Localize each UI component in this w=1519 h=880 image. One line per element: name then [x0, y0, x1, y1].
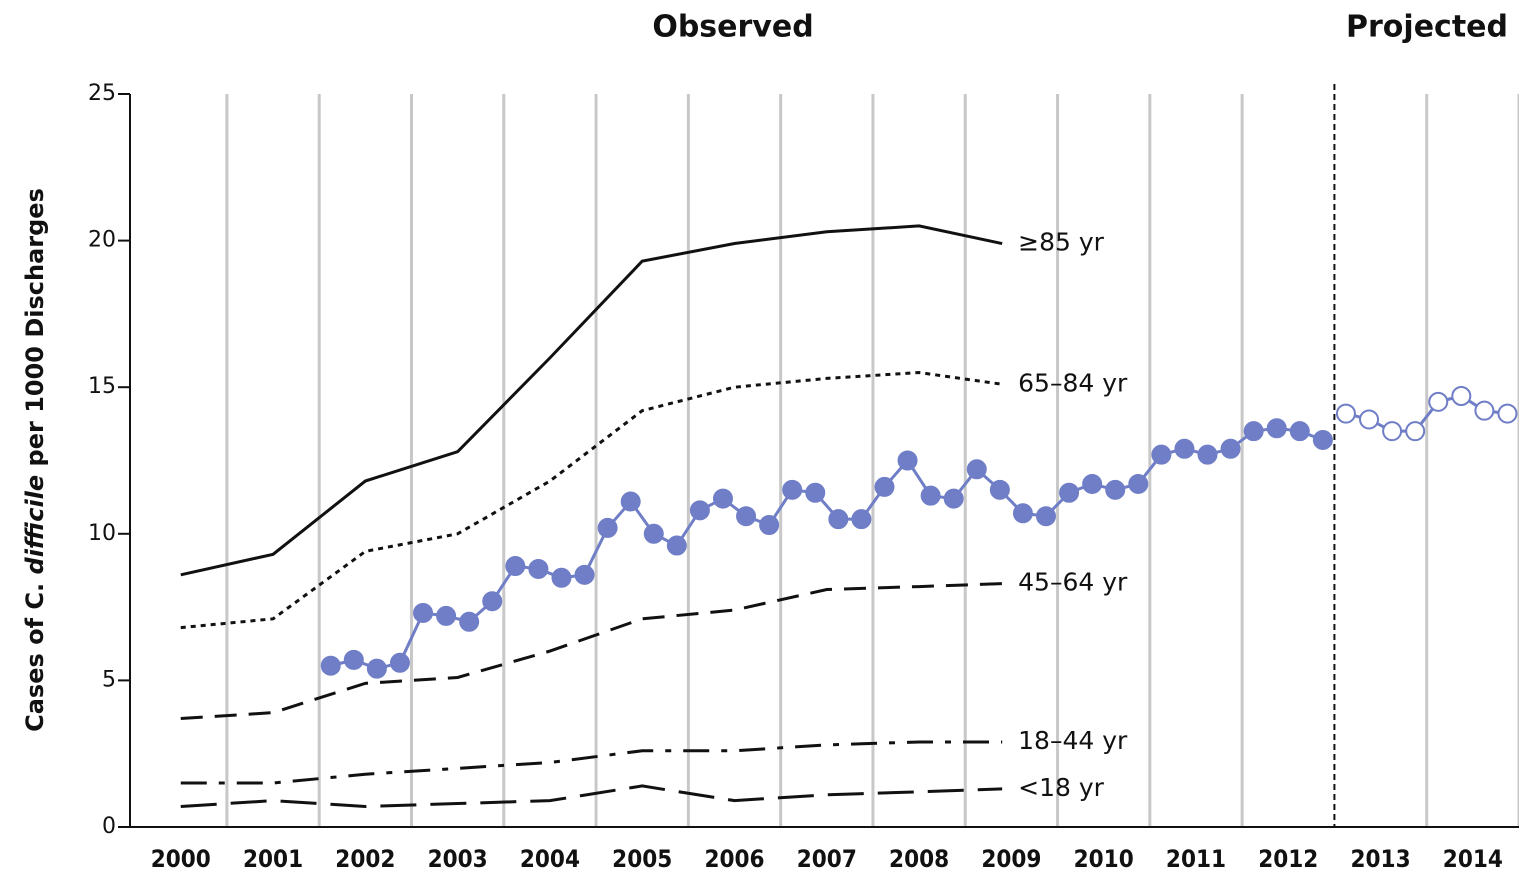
y-tick-label: 20 [88, 228, 116, 253]
data-point [666, 535, 687, 556]
x-tick-label: 2000 [151, 845, 211, 873]
data-point [1105, 479, 1126, 500]
data-point [1405, 421, 1426, 442]
data-point [759, 515, 780, 536]
x-tick-label: 2002 [335, 845, 395, 873]
series-line [180, 371, 1003, 630]
data-point [1197, 444, 1218, 465]
data-point [1266, 418, 1287, 439]
x-tick-label: 2006 [704, 845, 764, 873]
data-point [736, 506, 757, 527]
y-axis-label-part: difficile [21, 475, 49, 575]
y-tick-label: 15 [88, 374, 116, 399]
data-point [551, 567, 572, 588]
data-point [1059, 482, 1080, 503]
x-tick-label: 2005 [612, 845, 672, 873]
data-point [689, 500, 710, 521]
y-tick-label: 25 [88, 81, 116, 106]
data-point [943, 488, 964, 509]
series-line [180, 740, 1003, 785]
series-label: ≥85 yr [1018, 228, 1105, 257]
data-point [851, 509, 872, 530]
data-point [436, 605, 457, 626]
x-tick-label: 2004 [520, 845, 580, 873]
x-tick-label: 2014 [1443, 845, 1503, 873]
data-point [1428, 391, 1449, 412]
data-point [366, 658, 387, 679]
x-tick-label: 2009 [981, 845, 1041, 873]
data-point [1036, 506, 1057, 527]
data-point [1220, 438, 1241, 459]
data-point [643, 523, 664, 544]
data-point [528, 558, 549, 579]
x-tick-label: 2012 [1258, 845, 1318, 873]
data-point [413, 602, 434, 623]
data-point [459, 611, 480, 632]
data-point [1335, 403, 1356, 424]
series-line [180, 582, 1003, 721]
data-point [620, 491, 641, 512]
x-tick-label: 2011 [1166, 845, 1226, 873]
series-label: 45–64 yr [1018, 568, 1128, 597]
data-point [1174, 438, 1195, 459]
data-point [1359, 409, 1380, 430]
x-tick-label: 2013 [1351, 845, 1411, 873]
data-point [989, 479, 1010, 500]
data-point [343, 649, 364, 670]
y-tick-label: 5 [102, 667, 116, 692]
data-point [1082, 473, 1103, 494]
y-tick-label: 10 [88, 521, 116, 546]
annotation: Observed [652, 10, 813, 45]
data-point [1474, 400, 1495, 421]
data-point [874, 476, 895, 497]
data-point [1382, 421, 1403, 442]
data-point [897, 450, 918, 471]
annotation: Projected [1346, 10, 1508, 45]
series-label: 65–84 yr [1018, 368, 1128, 397]
data-point [320, 655, 341, 676]
y-axis-label-part: per 1000 Discharges [21, 188, 49, 475]
data-point [805, 482, 826, 503]
data-point [389, 652, 410, 673]
data-point [1289, 421, 1310, 442]
data-point [1128, 473, 1149, 494]
data-point [574, 564, 595, 585]
data-point [920, 485, 941, 506]
y-axis-label-part: Cases of C. [21, 574, 49, 731]
data-point [1497, 403, 1518, 424]
series-line [180, 224, 1003, 577]
x-tick-label: 2001 [243, 845, 303, 873]
data-point [597, 517, 618, 538]
y-tick-label: 0 [102, 814, 116, 839]
series-line [330, 426, 1324, 671]
data-point [1151, 444, 1172, 465]
series-line [180, 784, 1003, 808]
y-axis-label: Cases of C. difficile per 1000 Discharge… [21, 188, 49, 732]
data-point [828, 509, 849, 530]
data-point [966, 459, 987, 480]
x-tick-label: 2008 [889, 845, 949, 873]
data-point [1243, 421, 1264, 442]
x-tick-label: 2007 [797, 845, 857, 873]
data-point [1312, 429, 1333, 450]
data-point [712, 488, 733, 509]
data-point [782, 479, 803, 500]
x-tick-label: 2010 [1074, 845, 1134, 873]
series-label: 18–44 yr [1018, 726, 1128, 755]
data-point [1451, 385, 1472, 406]
data-point [482, 591, 503, 612]
data-point [1012, 503, 1033, 524]
series-label: <18 yr [1018, 773, 1105, 802]
data-point [505, 556, 526, 577]
x-tick-label: 2003 [428, 845, 488, 873]
